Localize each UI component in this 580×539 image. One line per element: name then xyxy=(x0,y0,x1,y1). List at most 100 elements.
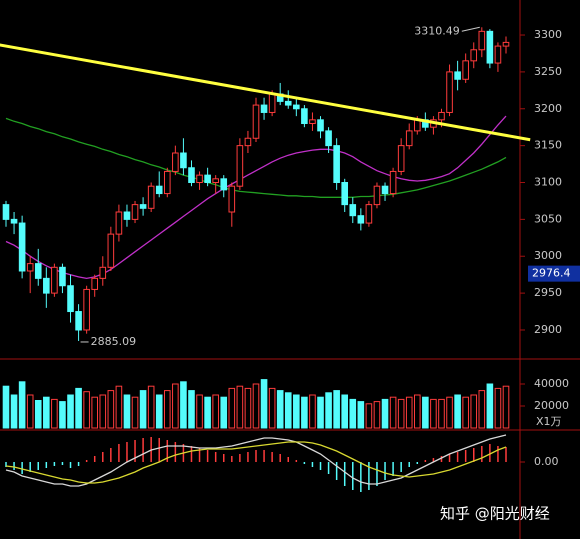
candle-body xyxy=(252,104,260,139)
volume-bar xyxy=(462,396,469,429)
volume-bar xyxy=(115,385,123,429)
candle-body xyxy=(365,204,373,224)
candle-body xyxy=(301,108,308,125)
candle-body xyxy=(454,71,461,80)
candle-body xyxy=(99,266,107,279)
volume-bar xyxy=(446,396,453,429)
volume-bar xyxy=(91,396,99,429)
candle-body xyxy=(309,119,316,125)
volume-bar xyxy=(301,396,308,429)
y-tick-label: 2950 xyxy=(534,286,562,299)
volume-bar xyxy=(349,398,357,429)
y-tick-label: 3300 xyxy=(534,28,562,41)
volume-bar xyxy=(405,396,413,429)
volume-bar xyxy=(454,394,461,429)
candle-body xyxy=(180,152,187,169)
volume-bar xyxy=(204,396,211,429)
candle-body xyxy=(478,30,486,51)
moving-average xyxy=(5,117,507,198)
volume-bar xyxy=(59,401,66,429)
volume-bar xyxy=(422,396,429,429)
candle-body xyxy=(147,185,155,209)
low-label: 2885.09 xyxy=(91,335,137,348)
candle-body xyxy=(486,30,494,64)
y-tick-label: 3000 xyxy=(534,249,562,262)
y-tick-label: 20000 xyxy=(534,399,569,412)
candle-body xyxy=(244,137,252,147)
candle-body xyxy=(349,204,357,217)
volume-bar xyxy=(317,396,324,429)
volume-bar xyxy=(212,394,219,429)
candle-body xyxy=(268,93,276,113)
pointer xyxy=(461,26,480,32)
y-tick-label: 3200 xyxy=(534,102,562,115)
candle-body xyxy=(317,119,324,132)
candle-body xyxy=(163,170,171,195)
candle-body xyxy=(413,119,421,132)
watermark: 知乎 @阳光财经 xyxy=(440,505,550,523)
volume-bar xyxy=(494,387,502,429)
volume-bar xyxy=(51,398,58,429)
candle-body xyxy=(325,130,332,147)
candle-body xyxy=(123,211,131,220)
candle-body xyxy=(470,49,478,62)
candle-body xyxy=(18,222,26,272)
y-tick-label: 2900 xyxy=(534,323,562,336)
candle-body xyxy=(139,204,147,209)
volume-bar xyxy=(357,401,365,429)
volume-bar xyxy=(244,387,252,429)
volume-bar xyxy=(172,383,179,429)
volume-bar xyxy=(10,394,18,429)
volume-bar xyxy=(252,383,260,429)
candle-body xyxy=(212,178,219,184)
candle-body xyxy=(494,45,502,64)
candle-body xyxy=(284,100,292,106)
volume-bar xyxy=(268,387,276,429)
volume-bar xyxy=(99,394,107,429)
candle-body xyxy=(341,182,349,206)
volume-bar xyxy=(284,392,292,429)
volume-bar xyxy=(413,394,421,429)
candle-body xyxy=(75,311,82,331)
candle-body xyxy=(34,263,42,279)
candle-body xyxy=(26,263,34,272)
candle-body xyxy=(381,185,389,195)
volume-bar xyxy=(373,401,381,429)
volume-bar xyxy=(2,385,10,429)
y-tick-label: 3150 xyxy=(534,139,562,152)
volume-bar xyxy=(180,381,187,429)
candle-body xyxy=(91,277,99,290)
volume-bar xyxy=(502,385,510,429)
volume-bar xyxy=(438,398,445,429)
y-tick-label: 3100 xyxy=(534,176,562,189)
volume-bar xyxy=(397,398,405,429)
volume-bar xyxy=(276,390,284,429)
candle-body xyxy=(43,277,50,294)
candle-body xyxy=(357,215,365,224)
y-tick-label: 0.00 xyxy=(534,455,559,468)
volume-bar xyxy=(107,390,115,429)
trendline xyxy=(0,43,531,142)
candle-body xyxy=(188,167,195,184)
candle-body xyxy=(260,104,268,113)
volume-bar xyxy=(341,394,349,429)
volume-bar xyxy=(333,390,340,429)
volume-bar xyxy=(486,383,494,429)
candle-body xyxy=(502,41,510,47)
y-tick-label: 40000 xyxy=(534,377,569,390)
volume-bar xyxy=(155,394,163,429)
volume-bar xyxy=(365,403,373,429)
candle-body xyxy=(333,145,340,184)
candle-body xyxy=(236,145,244,187)
volume-bar xyxy=(236,385,244,429)
candle-body xyxy=(131,204,139,220)
candle-body xyxy=(389,170,397,195)
volume-bar xyxy=(260,379,268,429)
volume-bar xyxy=(188,390,195,429)
volume-bar xyxy=(26,394,34,429)
candle-body xyxy=(107,233,115,268)
candle-body xyxy=(115,211,123,235)
candle-body xyxy=(228,185,236,213)
candle-body xyxy=(51,266,58,294)
candle-body xyxy=(172,152,179,172)
